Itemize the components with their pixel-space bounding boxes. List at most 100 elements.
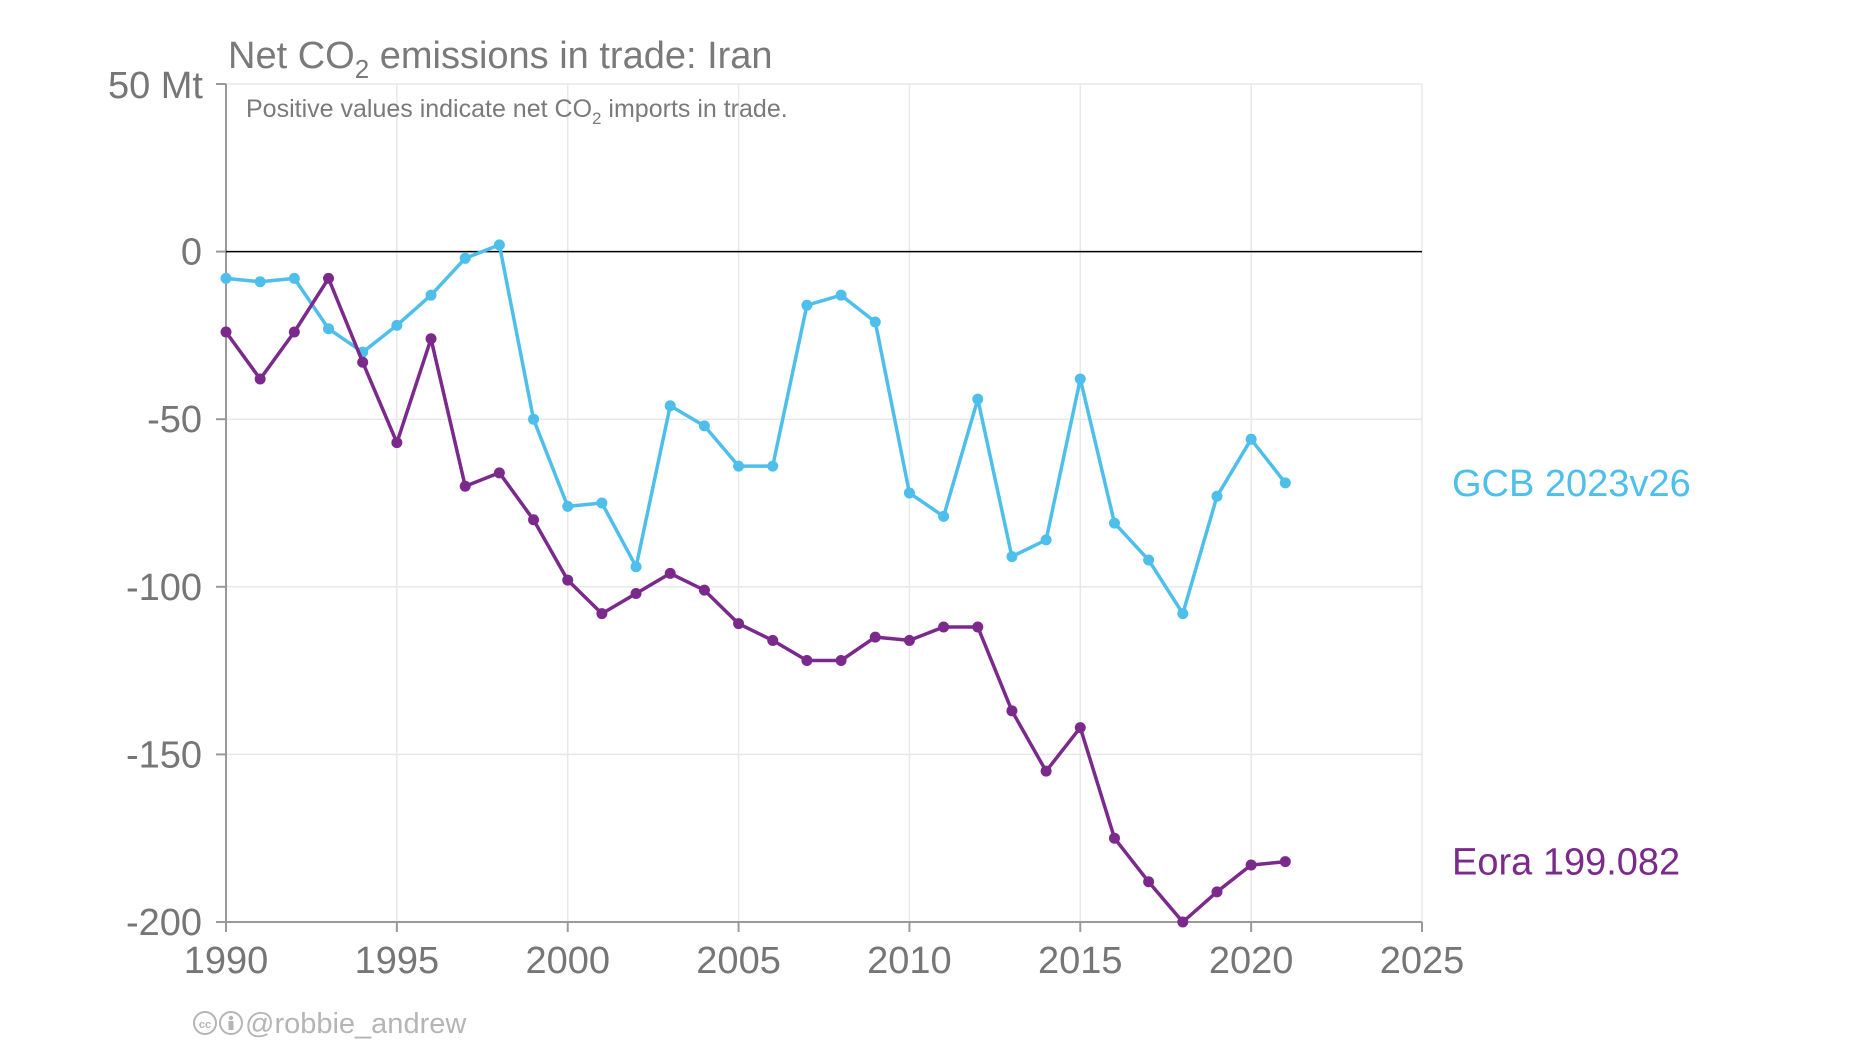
data-point — [733, 460, 745, 472]
data-point — [767, 634, 779, 646]
data-point — [972, 393, 984, 405]
data-point — [220, 326, 232, 338]
x-tick-label: 2010 — [867, 940, 952, 982]
data-point — [1143, 876, 1155, 888]
data-point — [630, 561, 642, 573]
data-point — [1211, 886, 1223, 898]
data-point — [630, 588, 642, 600]
data-point — [220, 272, 232, 284]
data-point — [801, 299, 813, 311]
note-part-2: imports in trade. — [601, 95, 787, 123]
data-point — [1245, 433, 1257, 445]
data-point — [1074, 722, 1086, 734]
data-point — [391, 319, 403, 331]
data-point — [528, 413, 540, 425]
series-gcb-2023v26 — [220, 239, 1291, 620]
data-point — [1074, 373, 1086, 385]
data-point — [357, 356, 369, 368]
y-tick-label: -200 — [126, 902, 202, 944]
y-tick-label: -100 — [126, 567, 202, 609]
data-point — [323, 272, 335, 284]
title-part-2: emissions in trade: Iran — [369, 35, 772, 77]
x-tick-label: 2015 — [1038, 940, 1123, 982]
data-point — [938, 510, 950, 522]
data-point — [1040, 534, 1052, 546]
data-point — [288, 326, 300, 338]
credit: cc @robbie_andrew — [193, 1008, 467, 1040]
x-tick-label: 1990 — [184, 940, 269, 982]
credit-handle: @robbie_andrew — [245, 1008, 467, 1040]
data-point — [972, 621, 984, 633]
data-point — [562, 500, 574, 512]
gridlines — [226, 83, 1423, 922]
data-point — [869, 631, 881, 643]
x-tick-label: 1995 — [355, 940, 440, 982]
data-point — [1006, 705, 1018, 717]
note-part-1: Positive values indicate net CO — [246, 95, 592, 123]
data-point — [664, 400, 676, 412]
data-point — [493, 239, 505, 251]
data-point — [835, 289, 847, 301]
data-point — [425, 289, 437, 301]
data-point — [1245, 859, 1257, 871]
data-point — [562, 574, 574, 586]
data-point — [1108, 832, 1120, 844]
data-point — [698, 584, 710, 596]
data-point — [903, 634, 915, 646]
data-point — [1279, 856, 1291, 868]
data-point — [733, 618, 745, 630]
title-part-1: Net CO — [228, 35, 355, 77]
series-label-eora-199-082: Eora 199.082 — [1452, 842, 1680, 884]
data-point — [869, 316, 881, 328]
data-point — [1040, 765, 1052, 777]
data-point — [903, 487, 915, 499]
data-point — [664, 567, 676, 579]
axes — [216, 83, 1423, 932]
data-point — [1177, 916, 1189, 928]
data-point — [1211, 490, 1223, 502]
data-point — [459, 480, 471, 492]
data-point — [835, 655, 847, 667]
chart-title: Net CO2 emissions in trade: Iran — [228, 35, 773, 84]
series-line-gcb-2023v26 — [224, 243, 1288, 616]
data-point — [1279, 477, 1291, 489]
data-point — [493, 467, 505, 479]
data-point — [254, 276, 266, 288]
data-point — [596, 497, 608, 509]
data-point — [938, 621, 950, 633]
data-point — [767, 460, 779, 472]
series-line-eora-199-082 — [224, 276, 1288, 924]
cc-icon: cc — [193, 1011, 217, 1035]
data-point — [528, 514, 540, 526]
data-point — [1006, 551, 1018, 563]
series-layer — [220, 239, 1291, 928]
by-icon — [219, 1011, 243, 1035]
y-tick-label: 0 — [181, 232, 202, 274]
chart-note: Positive values indicate net CO2 imports… — [246, 95, 788, 128]
data-point — [254, 373, 266, 385]
series-eora-199-082 — [220, 272, 1291, 928]
x-tick-label: 2005 — [696, 940, 781, 982]
y-tick-label: -150 — [126, 734, 202, 776]
data-point — [391, 437, 403, 449]
data-point — [801, 655, 813, 667]
y-axis-top-label: 50 Mt — [108, 65, 203, 107]
data-point — [596, 608, 608, 620]
series-label-gcb-2023v26: GCB 2023v26 — [1452, 463, 1691, 505]
x-tick-label: 2020 — [1209, 940, 1294, 982]
data-point — [698, 420, 710, 432]
data-point — [459, 252, 471, 264]
data-point — [1143, 554, 1155, 566]
x-tick-label: 2025 — [1380, 940, 1465, 982]
svg-text:cc: cc — [199, 1019, 211, 1031]
title-subscript: 2 — [355, 54, 369, 84]
data-point — [1177, 608, 1189, 620]
y-tick-label: -50 — [147, 399, 202, 441]
x-tick-label: 2000 — [525, 940, 610, 982]
data-point — [425, 333, 437, 345]
note-subscript: 2 — [592, 109, 601, 128]
data-point — [1108, 517, 1120, 529]
data-point — [288, 272, 300, 284]
